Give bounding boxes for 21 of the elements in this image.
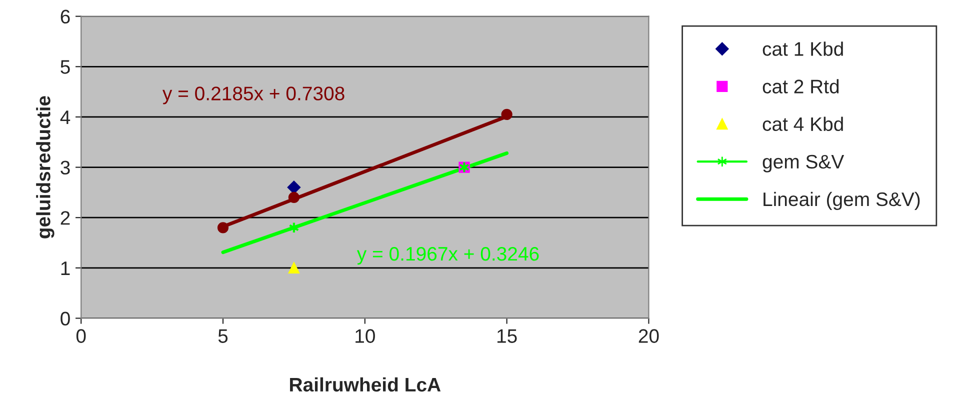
legend-label: gem S&V — [762, 154, 844, 172]
y-tick-label: 0 — [60, 312, 70, 326]
y-tick-label: 4 — [60, 110, 70, 124]
x-tick-label: 10 — [356, 329, 375, 343]
legend-label: cat 2 Rtd — [762, 79, 839, 94]
y-tick-label: 1 — [61, 262, 70, 275]
y-tick-label: 5 — [60, 60, 70, 74]
y-axis-title: geluidsreductie — [36, 96, 54, 238]
x-tick-label: 20 — [638, 329, 659, 343]
annotation: y = 0.2185x + 0.7308 — [162, 86, 344, 104]
y-tick-label: 6 — [60, 10, 70, 24]
x-tick-label: 0 — [76, 329, 86, 343]
x-axis-title: Railruwheid LcA — [290, 377, 441, 392]
y-tick-label: 2 — [60, 211, 70, 225]
x-tick-label: 15 — [497, 329, 517, 343]
x-tick-label: 5 — [218, 329, 228, 343]
legend-label: Lineair (gem S&V) — [764, 192, 920, 210]
annotation: y = 0.1967x + 0.3246 — [356, 246, 539, 265]
legend-label: cat 4 Kbd — [762, 116, 843, 132]
y-tick-label: 3 — [60, 160, 70, 175]
legend-label: cat 1 Kbd — [762, 42, 843, 56]
